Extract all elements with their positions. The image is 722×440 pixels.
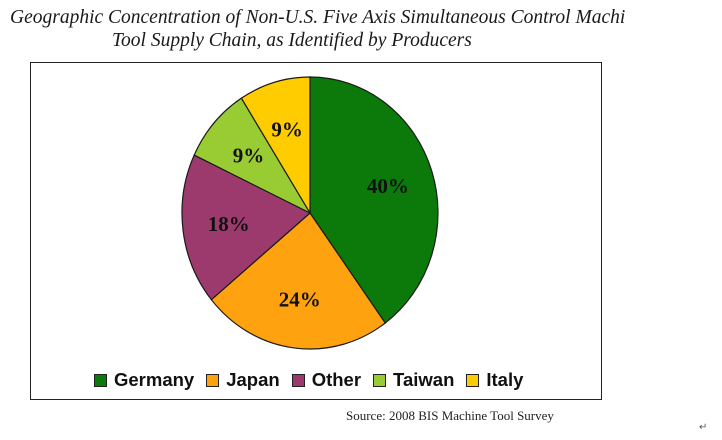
pie-slice-italy — [240, 76, 311, 216]
legend-swatch — [373, 373, 387, 387]
pie-slice-germany — [309, 76, 439, 324]
legend-swatch — [94, 373, 107, 387]
legend-item-taiwan: Taiwan — [373, 369, 454, 391]
data-label-japan: 24% — [279, 287, 321, 311]
pie-chart: 40% 24% 18% 9%9% — [181, 76, 439, 350]
chart-area: 40% 24% 18% 9% 9% Germany Japan Other Taiwan Ita… — [30, 62, 602, 400]
legend-label: Taiwan — [393, 369, 455, 390]
pie-slice-japan — [210, 212, 387, 350]
chart-title: Geographic Concentration of Non-U.S. Fiv… — [0, 6, 722, 52]
legend-label: Other — [311, 369, 362, 390]
data-label-italy: 9% — [271, 117, 303, 141]
pie-slice-other — [181, 154, 312, 301]
data-label-germany: 40% — [367, 174, 409, 198]
chart-legend: Germany Japan Other Taiwan Italy — [94, 369, 523, 391]
source-note: Source: 2008 BIS Machine Tool Survey — [346, 408, 554, 423]
legend-label: Japan — [226, 369, 280, 390]
legend-swatch — [466, 373, 480, 387]
legend-item-germany: Germany — [94, 369, 194, 391]
legend-swatch — [206, 373, 220, 387]
legend-item-italy: Italy — [466, 369, 523, 391]
paragraph-return-icon: ↵ — [699, 422, 708, 433]
data-label-taiwan: 9% — [233, 143, 265, 167]
chart-title-line-1: Geographic Concentration of Non-U.S. Fiv… — [10, 7, 626, 28]
legend-item-other: Other — [291, 369, 362, 391]
data-label-other: 18% — [208, 212, 250, 236]
legend-item-japan: Japan — [206, 369, 280, 391]
legend-label: Italy — [486, 369, 524, 390]
legend-label: Germany — [114, 369, 195, 390]
chart-title-line-2: Tool Supply Chain, as Identified by Prod… — [112, 30, 472, 51]
legend-swatch — [291, 373, 305, 387]
